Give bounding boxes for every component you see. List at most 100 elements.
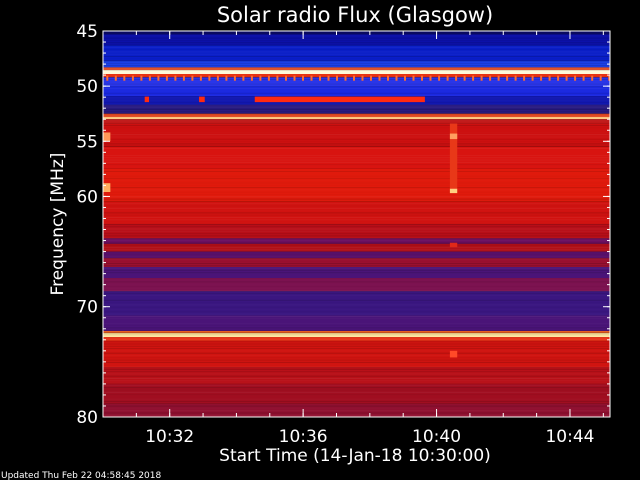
texture-stripe — [103, 323, 610, 324]
frequency-band-3 — [103, 60, 610, 68]
texture-stripe — [103, 256, 610, 257]
interference-dot — [327, 75, 330, 81]
y-axis: 45 50 55 60 70 80 — [76, 22, 610, 428]
texture-stripe — [103, 315, 610, 317]
interference-dot — [608, 75, 611, 81]
interference-dot — [319, 75, 321, 81]
texture-stripe — [103, 403, 610, 404]
texture-stripe — [103, 361, 610, 363]
texture-stripe — [103, 217, 610, 218]
interference-dot — [438, 75, 441, 81]
texture-stripe — [103, 180, 610, 181]
texture-stripe — [103, 281, 610, 283]
texture-stripe — [103, 35, 610, 36]
texture-stripe — [103, 235, 610, 237]
texture-stripe — [103, 138, 610, 140]
texture-stripe — [103, 127, 610, 128]
interference-dot — [131, 75, 134, 81]
texture-stripe — [103, 228, 610, 230]
emission-feature-1 — [199, 96, 205, 103]
texture-stripe — [103, 115, 610, 117]
frequency-band-5 — [103, 70, 610, 75]
texture-stripe — [103, 357, 610, 359]
texture-stripe — [103, 364, 610, 365]
texture-stripe — [103, 368, 610, 370]
interference-dot — [506, 75, 509, 81]
texture-stripe — [103, 258, 610, 260]
texture-stripe — [103, 251, 610, 253]
texture-stripe — [103, 42, 610, 44]
spectrogram-plot-area — [102, 30, 611, 418]
interference-dot — [106, 75, 109, 81]
texture-stripe — [103, 387, 610, 389]
texture-stripe — [103, 134, 610, 136]
texture-stripe — [103, 44, 610, 46]
texture-stripe — [103, 118, 610, 120]
texture-stripe — [103, 183, 610, 184]
texture-stripe — [103, 307, 610, 308]
frequency-band-10 — [103, 104, 610, 114]
frequency-band-21 — [103, 251, 610, 259]
interference-dot — [591, 75, 594, 81]
texture-stripe — [103, 145, 610, 147]
texture-stripe — [103, 302, 610, 303]
texture-stripe — [103, 154, 610, 156]
texture-stripe — [103, 352, 610, 354]
frequency-band-2 — [103, 45, 610, 61]
y-tick-label: 80 — [76, 408, 98, 428]
interference-dot — [395, 75, 398, 81]
x-axis-label: Start Time (14-Jan-18 10:30:00) — [219, 446, 491, 466]
interference-dot — [446, 75, 449, 81]
texture-stripe — [103, 65, 610, 67]
interference-dot — [548, 75, 551, 81]
frequency-band-29 — [103, 337, 610, 341]
texture-stripe — [103, 39, 610, 41]
texture-stripe — [103, 343, 610, 345]
interference-dot — [157, 75, 160, 81]
texture-stripe — [103, 329, 610, 331]
texture-stripe — [103, 284, 610, 285]
interference-dot — [361, 75, 364, 81]
frequency-band-25 — [103, 291, 610, 316]
texture-stripe — [103, 401, 610, 402]
texture-stripe — [103, 79, 610, 80]
interference-dot — [421, 75, 423, 81]
interference-dot — [148, 75, 151, 81]
emission-feature-2 — [254, 96, 425, 103]
texture-stripe — [103, 238, 610, 239]
frequency-band-0 — [103, 31, 610, 35]
interference-dot — [250, 75, 253, 81]
interference-dot — [523, 75, 526, 81]
texture-stripe — [103, 120, 610, 121]
frequency-band-19 — [103, 238, 610, 244]
interference-dot — [599, 75, 602, 81]
texture-stripe — [103, 373, 610, 374]
texture-stripe — [103, 200, 610, 202]
interference-dot — [565, 75, 568, 81]
chart-title: Solar radio Flux (Glasgow) — [217, 3, 493, 27]
texture-stripe — [103, 136, 610, 138]
texture-stripe — [103, 263, 610, 264]
texture-stripe — [103, 60, 610, 62]
interference-dot — [429, 75, 432, 81]
frequency-band-6 — [103, 74, 610, 78]
texture-stripe — [103, 325, 610, 326]
x-axis: 10:32 10:36 10:40 10:44 — [135, 31, 604, 447]
texture-stripe — [103, 46, 610, 48]
updated-timestamp: Updated Thu Feb 22 04:58:45 2018 — [1, 471, 162, 480]
texture-stripe — [103, 212, 610, 214]
frequency-band-12 — [103, 117, 610, 120]
texture-stripe — [103, 267, 610, 269]
interference-dot — [344, 75, 347, 81]
texture-stripe — [103, 56, 610, 57]
texture-stripe — [103, 309, 610, 310]
texture-stripe — [103, 95, 610, 96]
texture-stripe — [103, 350, 610, 351]
texture-stripe — [103, 226, 610, 228]
interference-dot — [114, 75, 117, 81]
texture-stripe — [103, 194, 610, 195]
texture-stripe — [103, 383, 610, 384]
interference-dot — [123, 75, 126, 81]
texture-stripe — [103, 261, 610, 262]
frequency-band-26 — [103, 315, 610, 331]
